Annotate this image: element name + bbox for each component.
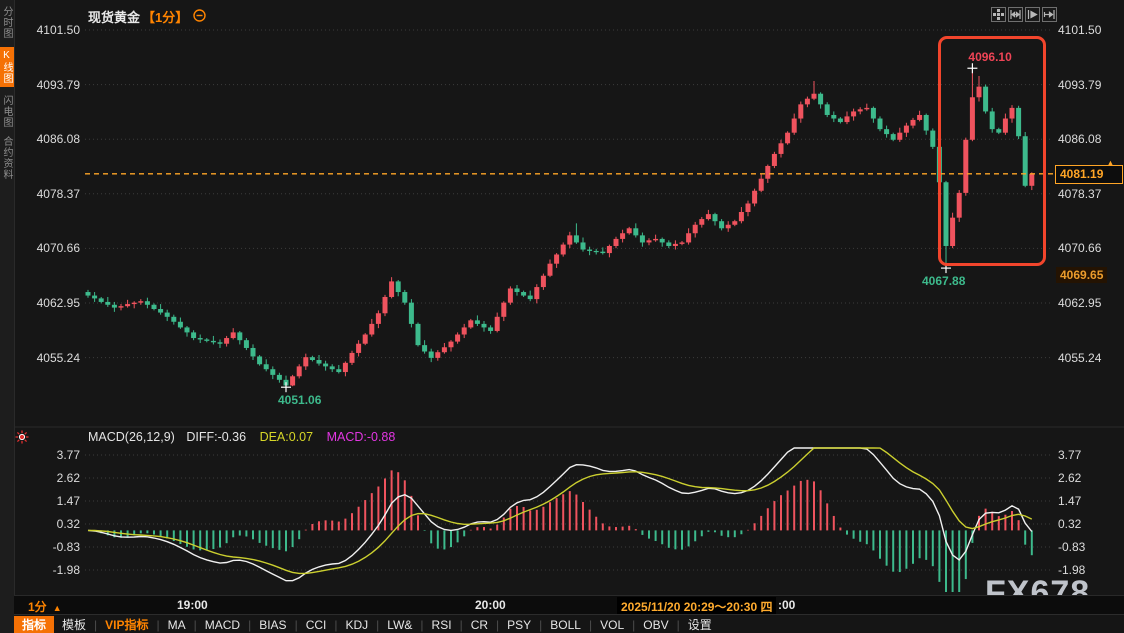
axis-label: 0.32 [56,517,80,531]
macd-hist-value: MACD:-0.88 [326,430,396,444]
toolbar-separator: | [420,617,424,632]
axis-label: -1.98 [1058,563,1086,577]
toolbar-separator: | [459,617,463,632]
axis-label: 4070.66 [1058,241,1102,256]
axis-label: 4093.79 [36,77,80,92]
chart-header: 现货黄金 【1分】 [88,7,206,26]
time-tick: 19:00 [177,598,208,612]
price-direction-up-icon: ▲ [1106,157,1115,168]
sidebar-tab-time-share[interactable]: 分时图 [1,6,12,39]
axis-label: -0.83 [1058,540,1086,554]
indicator-tab-RSI[interactable]: RSI [431,617,452,632]
interval-tag: 【1分】 [142,10,189,25]
axis-label: 4101.50 [1058,23,1102,37]
indicator-tab-CR[interactable]: CR [470,617,489,632]
chart-tools [991,7,1057,22]
axis-label: 1.47 [1058,494,1082,508]
time-tick-partial: :00 [778,598,796,612]
indicator-tab-模板[interactable]: 模板 [62,617,87,632]
indicator-tab-KDJ[interactable]: KDJ [345,617,369,632]
indicator-tab-设置[interactable]: 设置 [687,617,712,632]
extreme-price-annotation: 4051.06 [278,393,322,408]
axis-label: 4062.95 [36,296,80,310]
toolbar-separator: | [496,617,500,632]
pan-tool-icon[interactable] [991,7,1006,22]
axis-label: 4101.50 [36,23,80,37]
macd-dea-value: DEA:0.07 [259,430,314,444]
toolbar-separator: | [294,617,298,632]
toolbar-separator: | [248,617,252,632]
toolbar-separator: | [539,617,543,632]
time-tick: 20:00 [475,598,506,612]
indicator-tab-VOL[interactable]: VOL [600,617,625,632]
highlight-box [938,36,1046,266]
indicator-tab-PSY[interactable]: PSY [507,617,532,632]
macd-diff-value: DIFF:-0.36 [186,430,247,444]
axis-label: 4078.37 [1058,186,1102,201]
toolbar-separator: | [376,617,380,632]
axis-label: 4086.08 [36,132,80,147]
axis-label: -1.98 [52,563,80,577]
indicator-tab-BOLL[interactable]: BOLL [550,617,581,632]
go-to-latest-icon[interactable] [1042,7,1057,22]
axis-label: -0.83 [52,540,80,554]
axis-label: 2.62 [56,471,80,485]
macd-legend: MACD(26,12,9) DIFF:-0.36 DEA:0.07 MACD:-… [88,430,395,444]
timeframe-value: 1分 [28,600,47,614]
axis-label: 4070.66 [36,241,80,256]
indicator-tab-CCI[interactable]: CCI [305,617,327,632]
symbol-name: 现货黄金 [88,10,141,25]
axis-label: 4062.95 [1058,296,1102,310]
axis-label: 3.77 [56,448,80,462]
axis-label: 4093.79 [1058,77,1102,92]
chart-type-sidebar: 分时图 K线图 闪电图 合约资料 [0,0,15,633]
toolbar-separator: | [334,617,338,632]
sidebar-tab-candlestick[interactable]: K线图 [0,47,14,87]
axis-label: 4078.37 [36,186,80,201]
alert-blink-icon[interactable] [15,430,29,449]
sidebar-tab-contract-info[interactable]: 合约资料 [1,136,12,180]
toolbar-separator: | [632,617,636,632]
indicator-tab-OBV[interactable]: OBV [643,617,669,632]
indicator-tab-LW&[interactable]: LW& [387,617,413,632]
indicator-tab-指标[interactable]: 指标 [14,615,55,633]
toolbar-separator: | [193,617,197,632]
toolbar-separator: | [676,617,680,632]
indicator-toolbar: 指标 模板 | VIP指标 | MA | MACD | BIAS | CCI | KDJ | LW& | RSI |… [14,614,1124,633]
timeframe-selector[interactable]: 1分 ▲ [28,598,62,615]
extreme-price-annotation: 4096.10 [968,50,1012,65]
sidebar-tab-lightning[interactable]: 闪电图 [1,95,12,128]
fit-width-icon[interactable] [1008,7,1023,22]
indicator-tab-MACD[interactable]: MACD [204,617,241,632]
extreme-price-annotation: 4067.88 [922,274,966,289]
crosshair-time-tooltip: 2025/11/20 20:29～20:30 四 [617,597,777,616]
toolbar-separator: | [588,617,593,632]
indicator-tab-BIAS[interactable]: BIAS [259,617,287,632]
time-axis: 1分 ▲ 19:00 20:00 2025/11/20 20:29～20:30 四… [14,595,1124,616]
axis-label: 0.32 [1058,517,1082,531]
reference-price-label: 4069.65 [1056,267,1108,283]
indicator-tab-VIP指标[interactable]: VIP指标 [105,617,149,632]
indicator-tab-MA[interactable]: MA [167,617,186,632]
toolbar-separator: | [156,617,160,632]
axis-label: 3.77 [1058,448,1082,462]
axis-label: 1.47 [56,494,80,508]
macd-params: MACD(26,12,9) [88,430,175,444]
zoom-out-icon[interactable] [193,8,206,25]
toolbar-separator: | [94,617,98,632]
axis-label: 4086.08 [1058,132,1102,147]
axis-label: 4055.24 [1058,350,1102,365]
current-price-label: 4081.19 [1055,165,1123,185]
axis-label: 2.62 [1058,471,1082,485]
axis-label: 4055.24 [36,350,80,365]
chevron-up-icon: ▲ [52,603,62,613]
play-autoscroll-icon[interactable] [1025,7,1040,22]
